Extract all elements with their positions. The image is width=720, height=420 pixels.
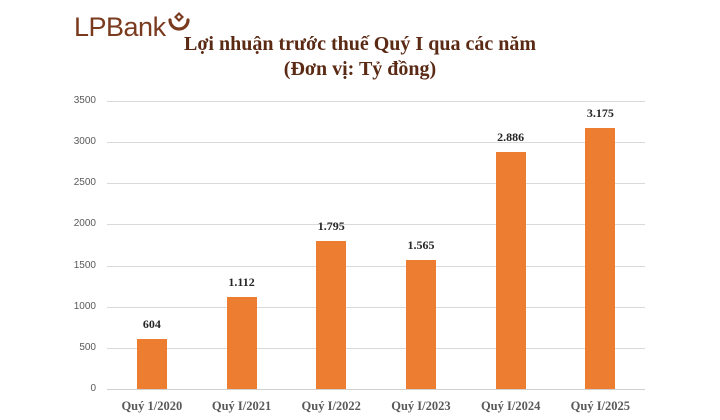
gridline <box>107 101 645 102</box>
brand-name: LPBank <box>74 12 166 42</box>
gridline <box>107 348 645 349</box>
data-label: 3.175 <box>586 105 614 120</box>
bar <box>585 127 616 389</box>
chart-title: Lợi nhuận trước thuế Quý I qua các năm <box>184 33 536 55</box>
chart-subtitle: (Đơn vị: Tỷ đồng) <box>283 58 437 80</box>
y-tick-label: 2000 <box>73 218 96 229</box>
data-label: 1.112 <box>228 275 255 290</box>
x-tick-label: Quý I/2025 <box>570 399 631 413</box>
data-label: 2.886 <box>497 129 525 144</box>
lpbank-logo: LPBank <box>74 8 190 42</box>
x-tick-label: Quý I/2023 <box>391 399 451 413</box>
lpbank-emblem-icon <box>167 12 190 31</box>
bar <box>405 260 436 389</box>
x-tick-label: Quý 1/2020 <box>121 399 183 413</box>
x-tick-label: Quý I/2022 <box>301 399 361 413</box>
x-tick-label: Quý I/2024 <box>480 399 541 413</box>
x-tick-label: Quý I/2021 <box>211 399 272 413</box>
bar <box>316 241 347 389</box>
gridline <box>107 389 645 390</box>
data-label: 604 <box>142 317 161 332</box>
bar <box>136 339 167 389</box>
y-tick-label: 1000 <box>73 301 96 312</box>
data-label: 1.795 <box>317 219 345 234</box>
gridline <box>107 307 645 308</box>
y-tick-label: 3000 <box>73 136 96 147</box>
gridline <box>107 224 645 225</box>
y-tick-label: 3500 <box>73 95 96 106</box>
gridline <box>107 266 645 267</box>
chart-title-block: Lợi nhuận trước thuế Quý I qua các năm (… <box>0 32 720 82</box>
gridline <box>107 142 645 143</box>
gridline <box>107 183 645 184</box>
y-tick-label: 2500 <box>73 177 96 188</box>
bar <box>495 151 526 389</box>
bar <box>226 297 257 389</box>
y-tick-label: 500 <box>79 342 96 353</box>
data-label: 1.565 <box>407 238 435 253</box>
y-tick-label: 0 <box>90 383 96 394</box>
y-tick-label: 1500 <box>73 260 96 271</box>
